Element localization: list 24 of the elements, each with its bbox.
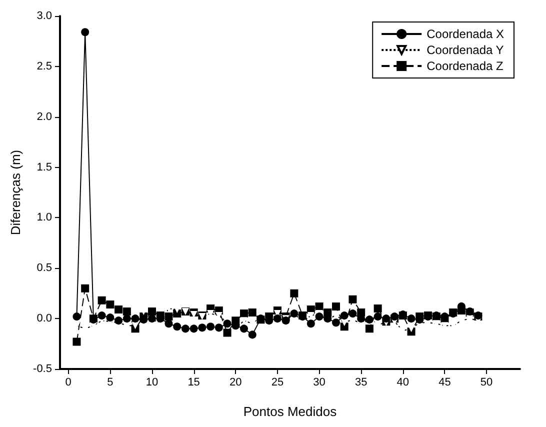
x-tick-label: 15 [188, 376, 200, 388]
x-tick-label: 0 [65, 376, 72, 388]
x-tick-label: 20 [230, 376, 242, 388]
y-tick-label: 2.5 [36, 60, 52, 72]
x-tick-label: 40 [396, 376, 410, 388]
y-tick-label: 3.0 [36, 10, 52, 22]
x-axis-title: Pontos Medidos [243, 404, 338, 419]
y-tick-label: 2.0 [36, 110, 52, 123]
x-tick-label: 45 [438, 376, 451, 388]
x-tick-label: 30 [313, 376, 326, 388]
x-tick-label: 50 [480, 376, 493, 388]
y-tick-label: 0.0 [36, 312, 52, 325]
x-tick-label: 35 [354, 376, 368, 388]
legend-label: Coordenada X [426, 27, 504, 41]
legend-label: Coordenada Y [426, 43, 504, 57]
x-tick-label: 10 [146, 376, 158, 388]
legend-label: Coordenada Z [426, 59, 504, 73]
y-tick-label: 1.0 [36, 212, 52, 224]
y-tick-label: -0.5 [33, 363, 52, 375]
x-tick-label: 25 [271, 376, 284, 388]
x-tick-label: 5 [107, 376, 114, 388]
y-tick-label: 0.5 [36, 262, 52, 274]
y-axis-title: Diferenças (m) [8, 150, 24, 236]
y-tick-label: 1.5 [36, 161, 52, 174]
